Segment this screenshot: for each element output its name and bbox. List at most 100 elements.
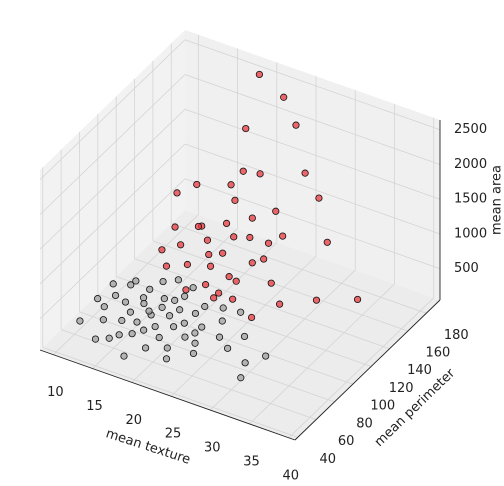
data-point [181, 292, 189, 300]
data-point [312, 296, 321, 304]
data-point [237, 374, 245, 382]
data-point [256, 170, 264, 178]
z-tick-label: 1000 [454, 226, 487, 241]
data-point [140, 299, 148, 308]
data-point [91, 335, 100, 343]
data-point [323, 238, 331, 246]
data-point [109, 280, 117, 288]
data-point [215, 289, 223, 297]
data-point [165, 312, 174, 320]
data-point [127, 281, 135, 289]
data-point [105, 334, 113, 342]
data-point [183, 260, 192, 269]
data-point [279, 232, 287, 240]
grid-line [39, 39, 186, 181]
data-point [231, 196, 239, 204]
grid-line [184, 39, 441, 131]
grid-line [152, 240, 409, 332]
data-point [158, 303, 166, 311]
data-point [118, 316, 126, 325]
grid-line [170, 255, 317, 397]
grid-line [39, 74, 186, 215]
grid-line [184, 178, 441, 270]
data-point [275, 300, 284, 308]
data-point [189, 284, 197, 292]
data-point [206, 262, 215, 270]
x-tick-label: 35 [243, 454, 260, 469]
y-tick-label: 180 [444, 328, 469, 343]
z-tick-label: 500 [454, 261, 479, 276]
grid-line [42, 346, 298, 438]
data-point [264, 239, 273, 247]
data-point [262, 352, 270, 360]
y-tick-label: 60 [338, 434, 355, 449]
x-tick-label: 10 [47, 385, 64, 400]
grid [39, 34, 441, 441]
data-point [141, 344, 150, 352]
data-point [99, 316, 107, 324]
data-point [193, 180, 201, 189]
data-point [239, 167, 247, 175]
data-point [189, 349, 198, 358]
data-point [163, 344, 171, 352]
y-tick-label: 140 [407, 363, 432, 378]
data-point [301, 169, 309, 177]
data-point [173, 189, 181, 197]
data-point [145, 307, 153, 315]
grid-line [79, 311, 335, 403]
data-point [229, 295, 237, 303]
data-point [121, 298, 130, 306]
data-point [171, 296, 179, 304]
data-point [191, 329, 199, 337]
points [76, 70, 362, 382]
data-point [194, 222, 203, 231]
data-point [248, 214, 256, 222]
data-point [225, 273, 233, 281]
grid-line [39, 143, 186, 285]
z-tick-label: 2500 [454, 122, 487, 137]
data-point [128, 330, 136, 338]
data-point [76, 317, 84, 325]
data-point [162, 355, 171, 363]
data-point [237, 308, 245, 316]
data-point [155, 333, 163, 342]
data-point [241, 359, 249, 367]
data-point [222, 219, 231, 227]
data-point [247, 313, 256, 322]
grid-line [184, 108, 441, 200]
data-point [203, 236, 212, 244]
y-tick-label: 80 [356, 416, 373, 431]
x-tick-label: 30 [204, 441, 221, 456]
data-point [158, 246, 166, 254]
grid-line [288, 297, 435, 439]
data-point [224, 344, 232, 352]
data-point [353, 295, 362, 304]
data-point [280, 93, 288, 101]
grid-line [39, 108, 186, 250]
data-point [267, 279, 275, 287]
data-point [240, 332, 249, 341]
data-point [242, 124, 250, 133]
data-point [230, 233, 238, 241]
data-point [115, 331, 123, 339]
y-tick-label: 100 [370, 399, 395, 414]
grid-line [184, 143, 441, 235]
data-point [180, 319, 188, 327]
grid-line [184, 74, 441, 165]
data-point [159, 277, 167, 286]
data-point [210, 294, 218, 302]
data-point [170, 323, 178, 331]
data-point [139, 294, 148, 302]
data-point [174, 276, 182, 284]
data-point [201, 302, 209, 311]
pane-back [185, 30, 440, 300]
data-point [272, 207, 280, 215]
y-tick-label: 160 [425, 346, 450, 361]
data-point [215, 333, 224, 341]
data-point [198, 323, 206, 331]
data-point [246, 233, 254, 242]
data-point [126, 308, 135, 316]
data-point [94, 295, 102, 303]
grid-line [249, 283, 395, 425]
grid-line [116, 276, 372, 367]
